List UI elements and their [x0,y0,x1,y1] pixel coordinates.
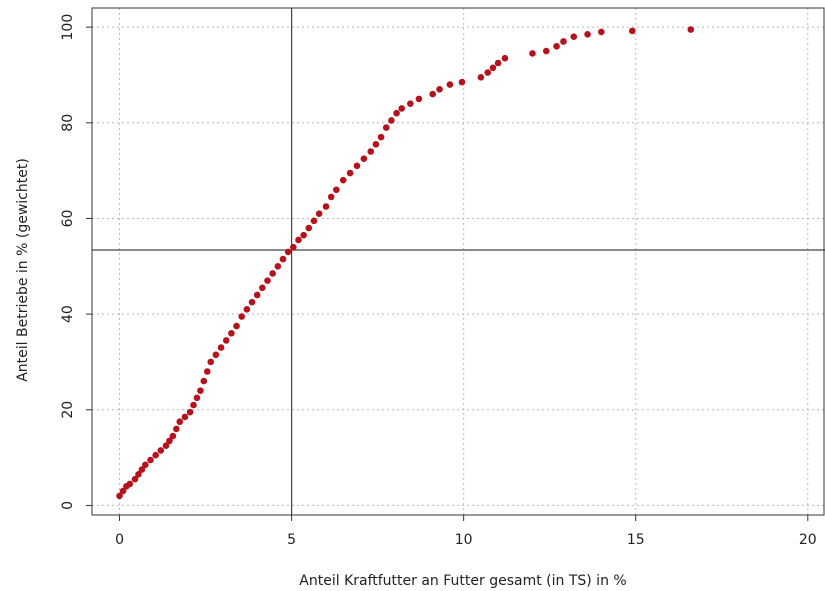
x-tick-label: 10 [455,532,473,548]
data-point [243,306,251,313]
data-point [135,471,142,478]
data-point [327,193,335,201]
data-point [290,243,297,251]
data-point [264,277,271,284]
data-point [197,387,204,394]
data-point [501,54,509,62]
data-point [203,368,211,375]
y-tick-label: 60 [60,210,76,228]
data-point [173,425,180,433]
data-point [126,480,134,488]
data-point [333,186,340,194]
data-point [377,133,385,141]
data-point [157,447,165,454]
data-point [238,313,245,320]
data-point [212,351,220,359]
data-point [560,38,567,45]
data-point [305,224,313,232]
data-point [322,203,330,210]
x-tick-label: 20 [799,532,817,548]
data-point [233,322,240,330]
data-point [315,210,323,217]
data-point [300,231,307,239]
data-point [446,81,454,88]
x-tick-label: 15 [627,532,645,548]
plot-frame [91,7,825,516]
data-point [584,31,591,38]
data-point [310,217,318,225]
y-tick-label: 40 [60,305,76,323]
data-point [489,64,497,72]
data-point [570,33,578,40]
data-point [346,169,354,177]
data-point [131,475,139,483]
data-point [142,461,149,469]
data-point [207,358,215,366]
x-tick-label: 5 [287,532,296,548]
data-point [372,141,380,148]
data-points [116,26,695,500]
x-axis-label: Anteil Kraftfutter an Futter gesamt (in … [299,573,626,589]
data-point [169,432,177,440]
y-axis-label: Anteil Betriebe in % (gewichtet) [15,158,31,382]
data-point [398,105,406,112]
data-point [598,28,605,36]
data-point [458,78,466,86]
data-point [687,26,695,33]
data-point [217,344,225,351]
data-point [186,408,194,416]
data-point [284,248,292,256]
y-tick-label: 20 [60,401,76,419]
data-point [295,236,302,244]
axis-ticks: 0 5 10 15 20 0 20 40 60 80 100 [60,14,817,548]
data-point [388,117,395,124]
data-point [429,90,436,98]
data-point [181,413,189,421]
data-point [166,437,173,445]
data-point [382,124,390,131]
reference-lines [92,8,825,515]
data-point [162,442,170,449]
data-point [190,401,197,409]
data-point [529,50,536,57]
data-point [393,109,400,117]
y-tick-label: 100 [60,14,76,41]
data-point [119,487,127,495]
data-point [269,270,276,277]
data-point [200,377,208,385]
y-tick-label: 80 [60,114,76,132]
data-point [253,291,261,299]
data-point [360,155,368,162]
data-point [494,59,502,67]
x-tick-label: 0 [115,532,124,548]
data-point [138,466,146,473]
data-point [176,418,184,426]
data-point [415,95,423,103]
data-point [274,262,282,270]
data-point [279,255,287,263]
data-point [353,162,361,170]
y-tick-label: 0 [60,501,76,510]
data-point [193,394,201,402]
data-point [116,492,123,500]
data-point [248,298,256,306]
data-point [553,42,560,50]
data-point [228,329,235,337]
data-point [222,337,230,344]
data-point [436,86,443,93]
data-point [542,47,550,55]
data-point [628,27,636,35]
data-point [259,284,266,292]
data-point [484,69,492,76]
data-point [339,176,347,184]
data-point [477,74,485,81]
grid [92,8,825,515]
data-point [152,451,159,459]
data-point [367,148,375,155]
data-point [407,100,414,107]
data-point [147,456,154,464]
